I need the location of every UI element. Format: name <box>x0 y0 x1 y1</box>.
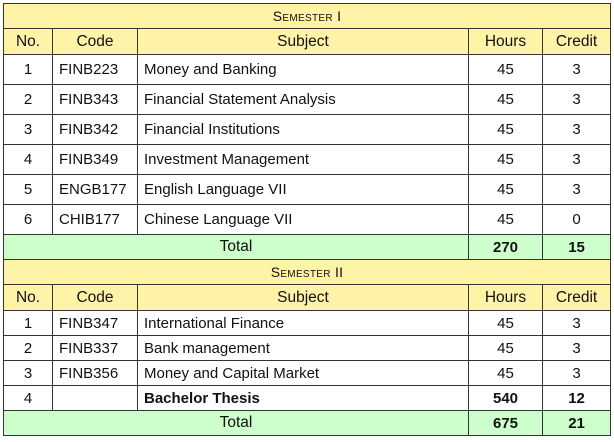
course-number: 3 <box>3 360 53 386</box>
column-header-subject: Subject <box>137 28 469 55</box>
table-row: 5 ENGB177 English Language VII 45 3 <box>3 174 612 205</box>
course-code: FINB342 <box>52 114 138 145</box>
course-subject: English Language VII <box>137 174 469 205</box>
table-row: 2 FINB343 Financial Statement Analysis 45 3 <box>3 84 612 115</box>
table-row: 3 FINB342 Financial Institutions 45 3 <box>3 114 612 145</box>
column-header-code: Code <box>52 28 138 55</box>
curriculum-table: Semester I No. Code Subject Hours Credit 1 FINB… <box>2 3 612 436</box>
total-hours: 270 <box>468 234 543 260</box>
column-header-no: No. <box>3 284 53 311</box>
semester-title: Semester I <box>2 3 612 29</box>
column-header-code: Code <box>52 284 138 311</box>
course-number: 4 <box>3 144 53 175</box>
course-hours: 45 <box>468 54 543 85</box>
course-hours: 45 <box>468 204 543 235</box>
total-label: Total <box>3 234 469 260</box>
course-code: FINB356 <box>52 360 138 386</box>
course-credit: 12 <box>541 385 612 411</box>
course-credit: 3 <box>541 54 612 85</box>
course-number: 1 <box>3 310 53 336</box>
semester-title-row: Semester II <box>2 259 612 285</box>
course-credit: 3 <box>541 84 612 115</box>
course-hours: 45 <box>468 84 543 115</box>
course-number: 5 <box>3 174 53 205</box>
table-row: 3 FINB356 Money and Capital Market 45 3 <box>3 360 612 386</box>
column-header-subject: Subject <box>137 284 469 311</box>
course-code: FINB347 <box>52 310 138 336</box>
course-subject: Financial Institutions <box>137 114 469 145</box>
course-credit: 3 <box>541 335 612 361</box>
course-credit: 3 <box>541 144 612 175</box>
course-subject: Money and Capital Market <box>137 360 469 386</box>
table-row: 6 CHIB177 Chinese Language VII 45 0 <box>3 204 612 235</box>
table-row: 4 Bachelor Thesis 540 12 <box>3 385 612 411</box>
course-number: 6 <box>3 204 53 235</box>
column-header-credit: Credit <box>541 28 612 55</box>
course-number: 1 <box>3 54 53 85</box>
course-code: FINB337 <box>52 335 138 361</box>
course-subject: Chinese Language VII <box>137 204 469 235</box>
column-header-no: No. <box>3 28 53 55</box>
course-hours: 45 <box>468 310 543 336</box>
table-row: 4 FINB349 Investment Management 45 3 <box>3 144 612 175</box>
total-credit: 15 <box>541 234 612 260</box>
course-code <box>52 385 138 411</box>
table-row: 1 FINB347 International Finance 45 3 <box>3 310 612 336</box>
total-credit: 21 <box>541 410 612 436</box>
table-row: 1 FINB223 Money and Banking 45 3 <box>3 54 612 85</box>
course-number: 2 <box>3 84 53 115</box>
course-subject: International Finance <box>137 310 469 336</box>
course-subject: Investment Management <box>137 144 469 175</box>
course-hours: 45 <box>468 335 543 361</box>
total-hours: 675 <box>468 410 543 436</box>
course-code: FINB349 <box>52 144 138 175</box>
column-header-hours: Hours <box>468 284 543 311</box>
course-credit: 3 <box>541 174 612 205</box>
total-row: Total 270 15 <box>3 234 612 260</box>
course-number: 3 <box>3 114 53 145</box>
course-credit: 3 <box>541 114 612 145</box>
course-code: ENGB177 <box>52 174 138 205</box>
course-number: 4 <box>3 385 53 411</box>
course-code: FINB223 <box>52 54 138 85</box>
course-hours: 45 <box>468 174 543 205</box>
course-credit: 3 <box>541 360 612 386</box>
course-code: CHIB177 <box>52 204 138 235</box>
course-hours: 540 <box>468 385 543 411</box>
course-credit: 3 <box>541 310 612 336</box>
course-code: FINB343 <box>52 84 138 115</box>
table-row: 2 FINB337 Bank management 45 3 <box>3 335 612 361</box>
course-subject: Bachelor Thesis <box>137 385 469 411</box>
total-label: Total <box>3 410 469 436</box>
column-header-row: No. Code Subject Hours Credit <box>3 284 612 311</box>
semester-title-row: Semester I <box>2 3 612 29</box>
column-header-hours: Hours <box>468 28 543 55</box>
column-header-credit: Credit <box>541 284 612 311</box>
column-header-row: No. Code Subject Hours Credit <box>3 28 612 55</box>
course-subject: Bank management <box>137 335 469 361</box>
course-hours: 45 <box>468 114 543 145</box>
semester-title: Semester II <box>2 259 612 285</box>
course-subject: Money and Banking <box>137 54 469 85</box>
total-row: Total 675 21 <box>3 410 612 436</box>
course-hours: 45 <box>468 144 543 175</box>
course-hours: 45 <box>468 360 543 386</box>
course-subject: Financial Statement Analysis <box>137 84 469 115</box>
course-number: 2 <box>3 335 53 361</box>
course-credit: 0 <box>541 204 612 235</box>
